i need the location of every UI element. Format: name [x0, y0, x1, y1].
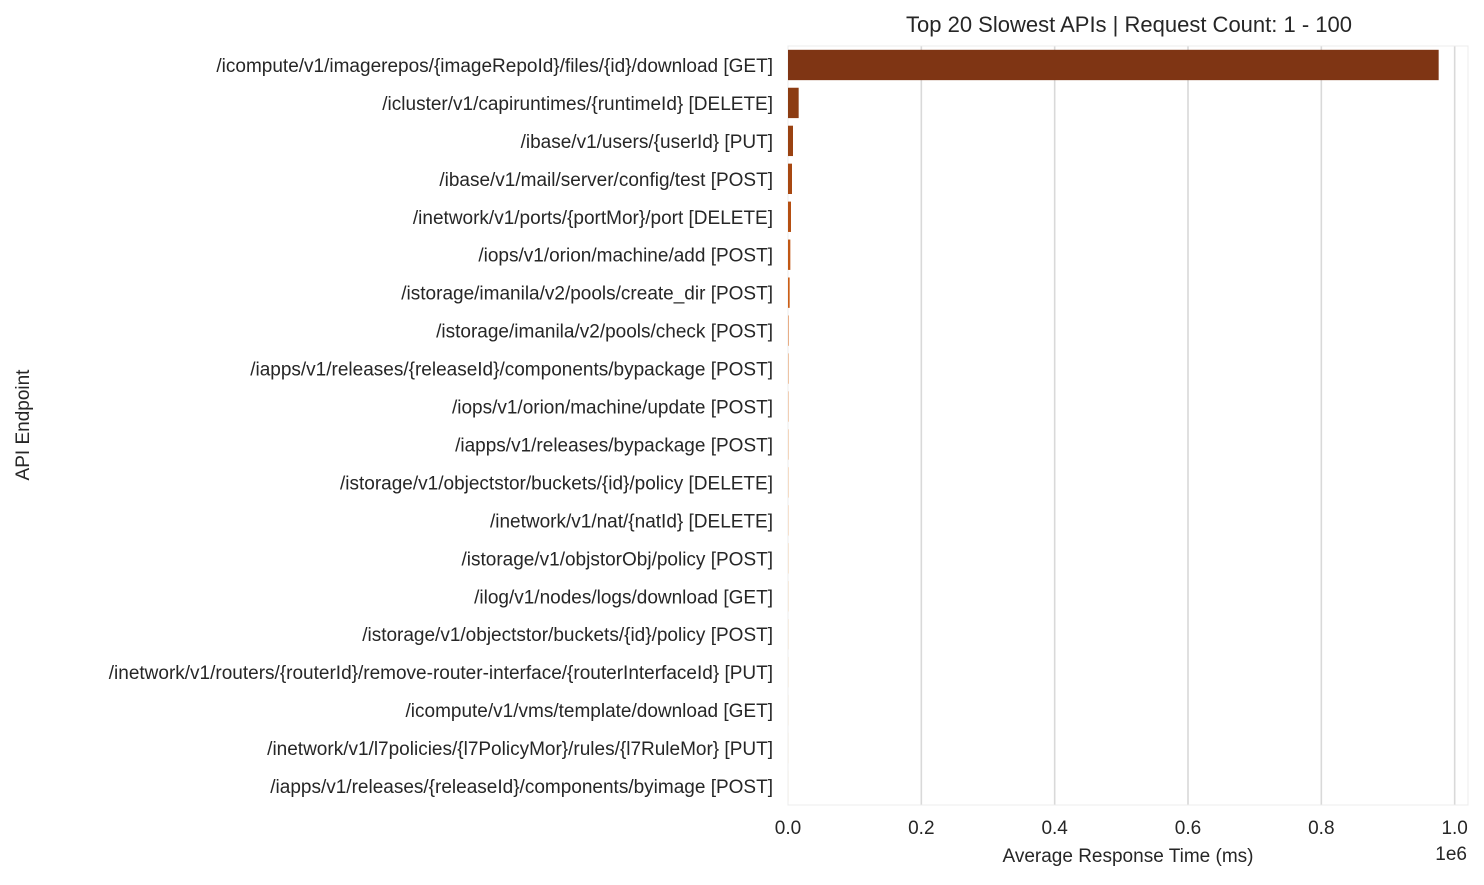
x-axis-scale-label: 1e6 — [1435, 844, 1467, 865]
y-tick-label: /istorage/v1/objectstor/buckets/{id}/pol… — [340, 473, 773, 494]
x-axis-label: Average Response Time (ms) — [1003, 846, 1254, 867]
chart-title: Top 20 Slowest APIs | Request Count: 1 -… — [906, 12, 1352, 37]
x-tick-labels: 0.0 0.2 0.4 0.6 0.8 1.0 — [775, 818, 1468, 839]
bars — [788, 50, 1439, 801]
bar — [788, 240, 790, 270]
y-tick-label: /inetwork/v1/ports/{portMor}/port [DELET… — [413, 208, 773, 229]
x-tick-label: 0.4 — [1041, 818, 1068, 839]
y-tick-label: /icompute/v1/vms/template/download [GET] — [406, 701, 774, 722]
bar — [788, 202, 791, 232]
grid-lines — [788, 46, 1468, 805]
y-tick-label: /iapps/v1/releases/{releaseId}/component… — [270, 777, 773, 798]
y-tick-label: /iapps/v1/releases/bypackage [POST] — [455, 435, 773, 456]
bar — [788, 315, 789, 345]
y-tick-label: /ilog/v1/nodes/logs/download [GET] — [474, 587, 773, 608]
y-tick-label: /ibase/v1/users/{userId} [PUT] — [521, 132, 773, 153]
y-tick-label: /icluster/v1/capiruntimes/{runtimeId} [D… — [382, 94, 773, 115]
x-tick-label: 0.2 — [908, 818, 934, 839]
y-tick-label: /istorage/v1/objectstor/buckets/{id}/pol… — [362, 625, 773, 646]
y-tick-label: /inetwork/v1/routers/{routerId}/remove-r… — [109, 663, 773, 684]
bar — [788, 164, 792, 194]
y-tick-label: /iops/v1/orion/machine/add [POST] — [478, 246, 773, 267]
y-tick-label: /inetwork/v1/l7policies/{l7PolicyMor}/ru… — [267, 739, 773, 760]
x-tick-label: 0.8 — [1308, 818, 1334, 839]
bar — [788, 88, 799, 118]
x-tick-label: 1.0 — [1441, 818, 1467, 839]
bar — [788, 126, 793, 156]
y-tick-label: /istorage/v1/objstorObj/policy [POST] — [461, 549, 773, 570]
x-tick-label: 0.6 — [1175, 818, 1201, 839]
y-tick-label: /iapps/v1/releases/{releaseId}/component… — [250, 360, 773, 381]
bar — [788, 277, 790, 307]
y-tick-label: /istorage/imanila/v2/pools/check [POST] — [436, 322, 773, 343]
y-tick-labels: /icompute/v1/imagerepos/{imageRepoId}/fi… — [109, 56, 773, 798]
y-tick-label: /istorage/imanila/v2/pools/create_dir [P… — [401, 284, 773, 305]
y-tick-label: /inetwork/v1/nat/{natId} [DELETE] — [490, 511, 773, 532]
bar — [788, 50, 1439, 80]
x-tick-label: 0.0 — [775, 818, 801, 839]
y-tick-label: /icompute/v1/imagerepos/{imageRepoId}/fi… — [216, 56, 773, 77]
y-tick-label: /iops/v1/orion/machine/update [POST] — [452, 398, 773, 419]
y-tick-label: /ibase/v1/mail/server/config/test [POST] — [439, 170, 773, 191]
y-axis-label: API Endpoint — [13, 369, 34, 481]
plot-frame — [788, 46, 1468, 805]
